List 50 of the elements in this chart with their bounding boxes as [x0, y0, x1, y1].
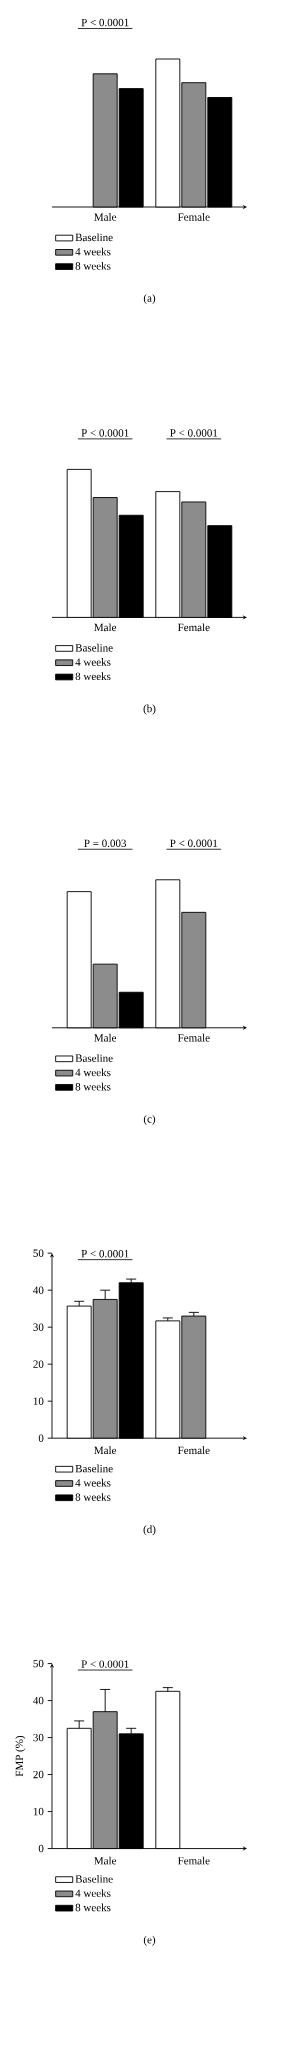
y-tick-label: 50 — [33, 1659, 44, 1668]
y-tick-label: 40 — [33, 1286, 44, 1294]
x-tick-label: Female — [177, 1033, 210, 1042]
y-axis-title: FMP (%) — [15, 1735, 26, 1777]
y-tick-label: 20 — [33, 1360, 44, 1368]
x-tick-label: Female — [177, 1856, 210, 1865]
legend-label: 8 weeks — [75, 672, 111, 681]
y-tick-label: 50 — [33, 1249, 44, 1257]
y-tick-label: 40 — [33, 1696, 44, 1705]
text: (b) — [143, 704, 156, 715]
y-tick-label: 30 — [33, 1733, 44, 1742]
y-tick-label: 20 — [33, 1770, 44, 1779]
y-tick-label: 0 — [38, 1844, 44, 1853]
annotation: P < 0.0001 — [81, 1660, 129, 1668]
y-tick-label: 0 — [38, 1434, 44, 1442]
x-tick-label: Female — [177, 1446, 210, 1455]
y-tick-label: 10 — [33, 1397, 44, 1405]
text: (a) — [143, 294, 156, 305]
text: P < 0.0001 — [81, 429, 129, 437]
legend-label: 4 weeks — [75, 1889, 111, 1897]
legend-label: 8 weeks — [75, 1082, 111, 1091]
legend-label: 8 weeks — [75, 261, 111, 270]
legend-label: Baseline — [75, 1054, 113, 1062]
legend-label: Baseline — [75, 643, 113, 652]
legend-label: 4 weeks — [75, 1068, 111, 1077]
annotation: P < 0.0001 — [81, 1249, 129, 1258]
text: (c) — [143, 1114, 156, 1125]
text: P = 0.003 — [84, 839, 127, 848]
x-tick-label: Male — [94, 1033, 117, 1042]
text: (d) — [143, 1525, 156, 1536]
legend-label: Baseline — [75, 1464, 113, 1473]
x-tick-label: Male — [94, 213, 117, 221]
text: P < 0.0001 — [81, 18, 129, 27]
x-tick-label: Male — [94, 1856, 117, 1865]
legend-label: 4 weeks — [75, 658, 111, 666]
legend-label: 8 weeks — [75, 1903, 111, 1912]
text: P < 0.0001 — [170, 429, 218, 437]
x-tick-label: Male — [94, 1446, 117, 1455]
legend-label: Baseline — [75, 1874, 113, 1883]
x-tick-label: Female — [177, 623, 210, 632]
y-tick-label: 10 — [33, 1807, 44, 1816]
text: (e) — [143, 1935, 156, 1946]
x-tick-label: Male — [94, 623, 117, 632]
x-tick-label: Female — [177, 213, 210, 221]
legend-label: 8 weeks — [75, 1493, 111, 1501]
text: P < 0.0001 — [170, 839, 218, 848]
legend-label: 4 weeks — [75, 1478, 111, 1487]
legend-label: Baseline — [75, 233, 113, 242]
legend-label: 4 weeks — [75, 247, 111, 256]
y-tick-label: 30 — [33, 1323, 44, 1331]
